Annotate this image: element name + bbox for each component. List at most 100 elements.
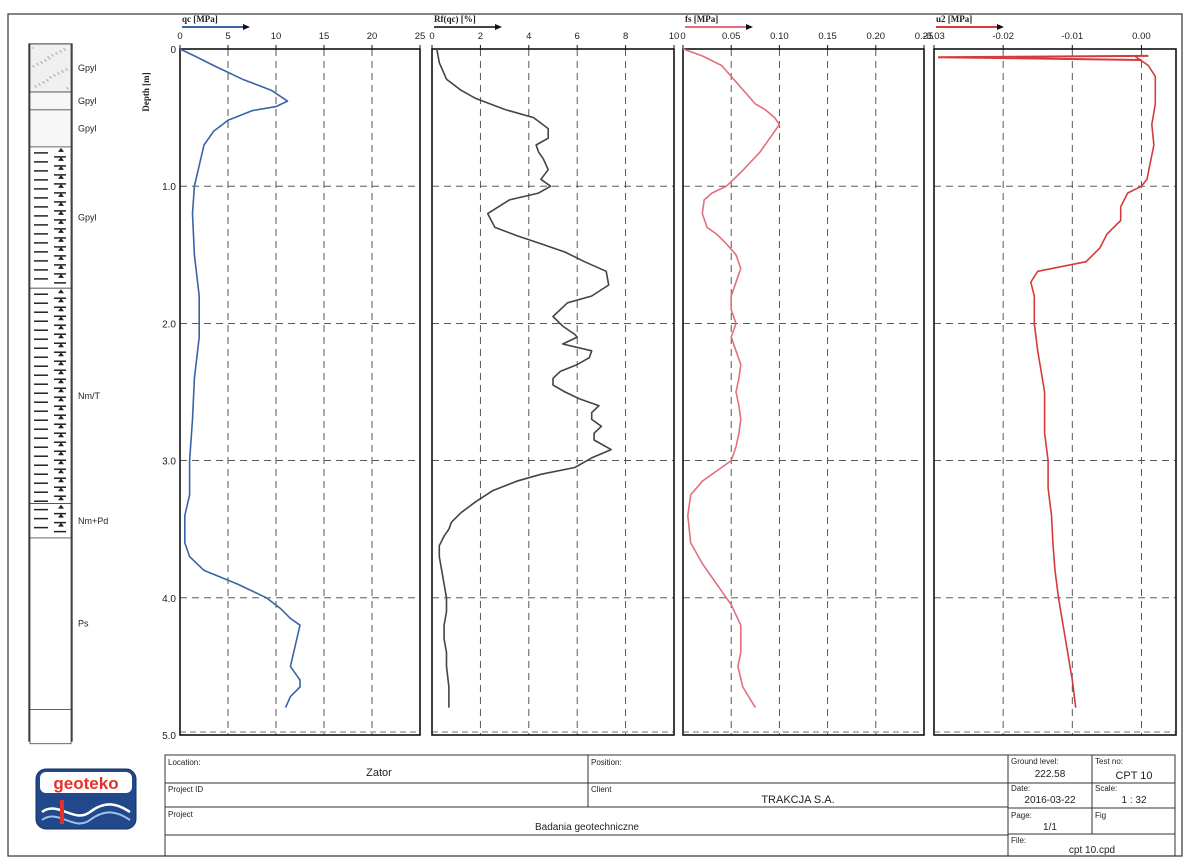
x-tick-label: 0.25 xyxy=(915,31,934,42)
soil-dot xyxy=(61,70,63,72)
data-curve-fs xyxy=(682,48,781,709)
soil-dot xyxy=(45,60,47,62)
logo-wave-icon xyxy=(41,803,131,817)
soil-triangle-icon xyxy=(58,325,64,330)
page-label: Page: xyxy=(1011,811,1032,820)
soil-layer-box xyxy=(29,537,72,710)
soil-layer-box xyxy=(29,43,72,93)
soil-triangle-icon xyxy=(58,228,64,233)
soil-triangle-icon xyxy=(58,522,64,527)
soil-dot xyxy=(40,61,42,63)
soil-triangle-icon xyxy=(58,504,64,509)
depth-tick-label: 5.0 xyxy=(162,731,176,742)
panel-frame xyxy=(179,48,421,736)
soil-triangle-icon xyxy=(58,165,64,170)
soil-layer-label: Ps xyxy=(78,619,89,629)
soil-dot xyxy=(48,57,50,59)
client-value: TRAKCJA S.A. xyxy=(761,794,834,806)
soil-triangle-icon xyxy=(58,210,64,215)
soil-dot xyxy=(47,56,49,58)
soil-dot xyxy=(55,52,57,54)
soil-layer xyxy=(29,109,72,148)
depth-tick-label: 2.0 xyxy=(162,319,176,330)
soil-triangle-icon xyxy=(58,246,64,251)
depth-axis-label: Depth [m] xyxy=(141,72,151,111)
soil-triangle-icon xyxy=(58,307,64,312)
depth-tick-label: 4.0 xyxy=(162,594,176,605)
soil-triangle-icon xyxy=(58,219,64,224)
position-label: Position: xyxy=(591,758,622,767)
soil-layer-box xyxy=(29,287,72,505)
soil-layer-label: Gpyl xyxy=(78,63,97,73)
soil-layer-box xyxy=(29,709,72,745)
soil-dot xyxy=(58,73,60,75)
sheet-border xyxy=(7,13,1183,857)
soil-dot xyxy=(63,48,65,50)
project-id-label: Project ID xyxy=(168,785,203,794)
soil-dot xyxy=(39,84,41,86)
title-block xyxy=(164,754,1176,857)
soil-triangle-icon xyxy=(58,388,64,393)
soil-triangle-icon xyxy=(58,361,64,366)
soil-triangle-icon xyxy=(58,496,64,501)
data-curve-qc xyxy=(179,48,301,708)
arrow-icon xyxy=(495,24,502,30)
soil-dot xyxy=(52,55,54,57)
x-tick-label: -0.01 xyxy=(1061,31,1083,42)
soil-triangle-icon xyxy=(58,334,64,339)
soil-dot xyxy=(51,54,53,56)
fig-label: Fig xyxy=(1095,811,1106,820)
scale-label: Scale: xyxy=(1095,784,1117,793)
soil-dot xyxy=(37,64,39,66)
panel-u2: -0.03 -0.02 -0.01 0.00 u2 [MPa] xyxy=(923,14,1177,736)
soil-triangle-icon xyxy=(58,397,64,402)
file-label: File: xyxy=(1011,836,1026,845)
x-tick-label: 10 xyxy=(669,31,680,42)
x-tick-label: 0 xyxy=(429,31,434,42)
soil-triangle-icon xyxy=(58,147,64,152)
x-tick-label: 0 xyxy=(680,31,685,42)
arrow-icon xyxy=(243,24,250,30)
soil-triangle-icon xyxy=(58,352,64,357)
soil-triangle-icon xyxy=(58,406,64,411)
x-axis-label: fs [MPa] xyxy=(685,14,718,24)
soil-dot xyxy=(65,68,67,70)
soil-triangle-icon xyxy=(58,370,64,375)
data-curve-u2-spike xyxy=(937,54,1149,61)
panel-qc: 0 5 10 15 20 25 qc [MPa] xyxy=(177,14,425,736)
soil-triangle-icon xyxy=(58,316,64,321)
soil-triangle-icon xyxy=(58,433,64,438)
date-value: 2016-03-22 xyxy=(1024,795,1076,806)
ground-level-value: 222.58 xyxy=(1035,769,1066,780)
soil-triangle-icon xyxy=(58,478,64,483)
soil-dot xyxy=(64,49,66,51)
depth-tick-label: 3.0 xyxy=(162,457,176,468)
data-curve-u2 xyxy=(1030,55,1157,708)
soil-triangle-icon xyxy=(58,424,64,429)
soil-layer-label: Gpyl xyxy=(78,96,97,106)
soil-triangle-icon xyxy=(58,237,64,242)
x-tick-label: 15 xyxy=(319,31,330,42)
depth-tick-label: 0 xyxy=(170,45,176,56)
soil-triangle-icon xyxy=(58,156,64,161)
scale-value: 1 : 32 xyxy=(1121,795,1146,806)
soil-layer xyxy=(29,43,72,93)
file-value: cpt 10.cpd xyxy=(1069,845,1115,856)
soil-layer-box xyxy=(29,91,72,111)
soil-dot xyxy=(42,81,44,83)
test-no-value: CPT 10 xyxy=(1115,770,1152,782)
x-tick-label: 5 xyxy=(225,31,230,42)
soil-layer-label: Nm/T xyxy=(78,391,100,401)
soil-dot xyxy=(47,80,49,82)
soil-dot xyxy=(50,77,52,79)
depth-tick-labels: 0 1.0 2.0 3.0 4.0 5.0 xyxy=(162,45,176,742)
profile-labels: Gpyl Gpyl Gpyl Gpyl Nm/T Nm+Pd Ps xyxy=(78,63,108,629)
location-label: Location: xyxy=(168,758,200,767)
x-tick-label: -0.03 xyxy=(923,31,945,42)
arrow-icon xyxy=(746,24,753,30)
soil-dot xyxy=(49,76,51,78)
soil-dot xyxy=(32,65,34,67)
soil-dot xyxy=(56,53,58,55)
